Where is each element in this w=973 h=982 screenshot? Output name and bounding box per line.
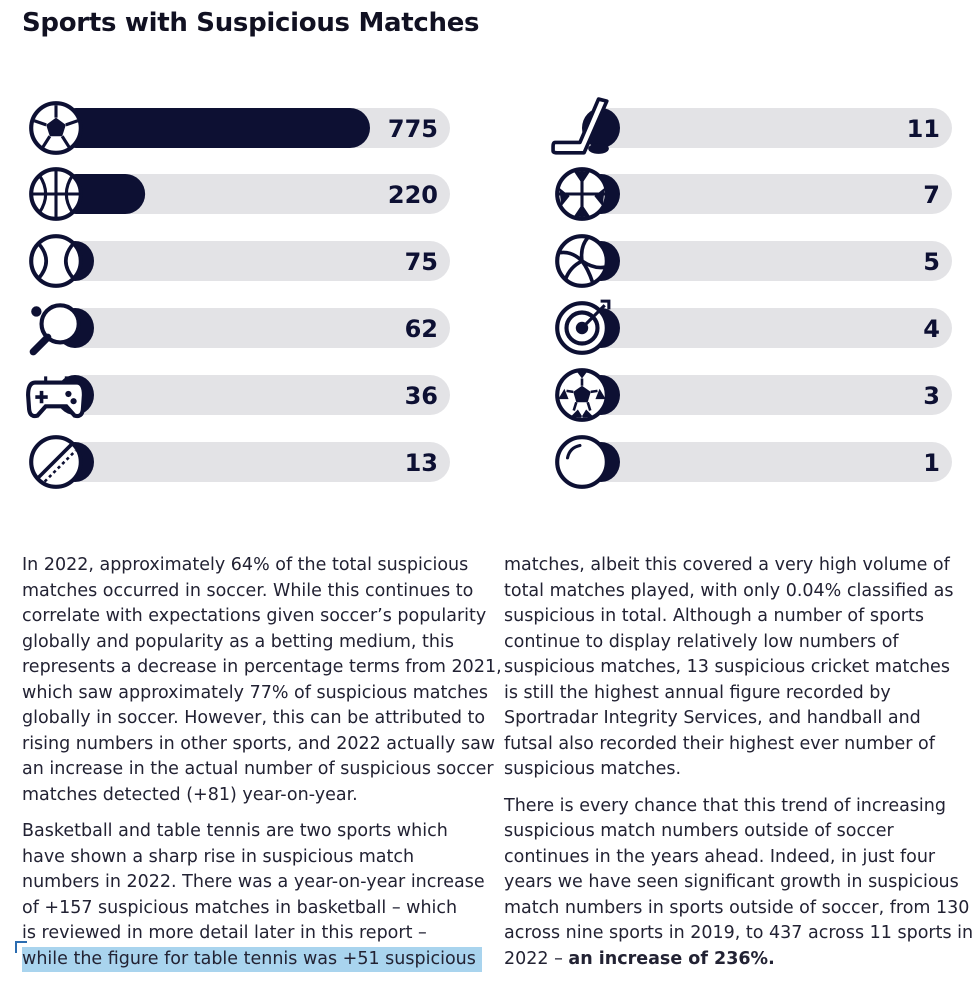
text-line: suspicious matches, 13 suspicious cricke… bbox=[504, 657, 950, 677]
value-label: 4 bbox=[923, 315, 940, 343]
text-line: an increase in the actual number of susp… bbox=[22, 759, 494, 779]
bar-row: 11 bbox=[551, 97, 952, 156]
text-line: continues in the years ahead. Indeed, in… bbox=[504, 846, 936, 867]
text-line: globally in soccer. However, this can be… bbox=[22, 708, 486, 728]
text-line: years we have seen significant growth in… bbox=[504, 872, 959, 892]
text-line: 2022 – an increase of 236%. bbox=[504, 947, 956, 973]
text-line: rising numbers in other sports, and 2022… bbox=[22, 733, 496, 754]
value-label: 62 bbox=[405, 315, 438, 343]
bar-row: 62 bbox=[31, 305, 450, 352]
bar-row: 5 bbox=[557, 236, 952, 286]
text-line: globally and popularity as a betting med… bbox=[22, 631, 454, 652]
text-line: Basketball and table tennis are two spor… bbox=[22, 821, 448, 841]
game-controller-icon bbox=[28, 376, 84, 416]
text-paragraph: matches, albeit this covered a very high… bbox=[504, 553, 956, 783]
value-label: 3 bbox=[923, 382, 940, 410]
bar-row: 13 bbox=[31, 437, 450, 487]
text-line: matches detected (+81) year-on-year. bbox=[22, 784, 358, 805]
bar-row: 220 bbox=[31, 169, 450, 219]
bar-track bbox=[582, 241, 952, 281]
value-label: 75 bbox=[405, 248, 438, 276]
value-label: 775 bbox=[388, 115, 438, 143]
text-line: across nine sports in 2019, to 437 acros… bbox=[504, 923, 973, 943]
text-paragraph: There is every chance that this trend of… bbox=[504, 794, 973, 947]
cricket-ball-icon bbox=[31, 437, 81, 487]
text-line: is reviewed in more detail later in this… bbox=[22, 923, 427, 943]
text-line: match numbers in sports outside of socce… bbox=[504, 897, 970, 918]
value-label: 7 bbox=[923, 181, 940, 209]
text-line: which saw approximately 77% of suspiciou… bbox=[22, 682, 488, 703]
bar-track bbox=[582, 174, 952, 214]
text-line: There is every chance that this trend of… bbox=[504, 795, 946, 816]
text-line-prefix: 2022 – bbox=[504, 948, 569, 969]
bar-track bbox=[56, 442, 450, 482]
bar-track bbox=[582, 308, 952, 348]
bar-row: 3 bbox=[557, 370, 952, 420]
increase-highlight-text: an increase of 236%. bbox=[568, 948, 775, 969]
volleyball-icon bbox=[557, 236, 607, 286]
value-label: 11 bbox=[907, 115, 940, 143]
value-label: 5 bbox=[923, 248, 940, 276]
value-label: 1 bbox=[923, 449, 940, 477]
bar bbox=[56, 108, 370, 148]
text-line: matches occurred in soccer. While this c… bbox=[22, 580, 474, 601]
left-text-column: In 2022, approximately 64% of the total … bbox=[22, 553, 502, 972]
value-label: 13 bbox=[405, 449, 438, 477]
futsal-ball-icon bbox=[557, 370, 607, 420]
text-line: numbers in 2022. There was a year-on-yea… bbox=[22, 872, 485, 892]
text-line: suspicious in total. Although a number o… bbox=[504, 606, 924, 626]
handball-icon bbox=[557, 169, 607, 219]
text-line: have shown a sharp rise in suspicious ma… bbox=[22, 846, 415, 867]
bar-track bbox=[582, 442, 952, 482]
text-line: total matches played, with only 0.04% cl… bbox=[504, 580, 954, 601]
bar-track bbox=[56, 308, 450, 348]
text-line: represents a decrease in percentage term… bbox=[22, 657, 502, 677]
ball-icon bbox=[557, 437, 607, 487]
bar-track bbox=[582, 375, 952, 415]
text-line: correlate with expectations given soccer… bbox=[22, 606, 487, 626]
text-line: Sportradar Integrity Services, and handb… bbox=[504, 708, 921, 728]
bar-row: 1 bbox=[557, 437, 952, 487]
bar-row: 4 bbox=[557, 301, 952, 353]
soccer-ball-icon bbox=[31, 103, 81, 153]
text-paragraph: In 2022, approximately 64% of the total … bbox=[22, 553, 502, 808]
text-line: suspicious match numbers outside of socc… bbox=[504, 821, 894, 841]
page-title: Sports with Suspicious Matches bbox=[22, 8, 480, 38]
bar-track bbox=[56, 241, 450, 281]
bar-row: 36 bbox=[28, 375, 450, 416]
text-line: suspicious matches. bbox=[504, 759, 682, 779]
bar-row: 75 bbox=[31, 236, 450, 286]
tennis-ball-icon bbox=[31, 236, 81, 286]
text-line: In 2022, approximately 64% of the total … bbox=[22, 555, 469, 575]
text-line: of +157 suspicious matches in basketball… bbox=[22, 897, 458, 918]
value-label: 220 bbox=[388, 181, 438, 209]
highlighted-text-line: while the figure for table tennis was +5… bbox=[22, 946, 482, 972]
text-line: matches, albeit this covered a very high… bbox=[504, 555, 950, 575]
text-paragraph: Basketball and table tennis are two spor… bbox=[22, 819, 485, 947]
text-line: is still the highest annual figure recor… bbox=[504, 682, 891, 703]
bar-track bbox=[56, 375, 450, 415]
bar-track bbox=[582, 108, 952, 148]
bar-row: 7 bbox=[557, 169, 952, 219]
text-selection-cursor[interactable] bbox=[15, 941, 27, 953]
text-line: futsal also recorded their highest ever … bbox=[504, 733, 935, 754]
value-label: 36 bbox=[405, 382, 438, 410]
bar-track bbox=[56, 174, 450, 214]
right-text-column: matches, albeit this covered a very high… bbox=[504, 553, 973, 973]
bar-row: 775 bbox=[31, 103, 450, 153]
darts-target-icon bbox=[557, 301, 609, 353]
basketball-icon bbox=[31, 169, 81, 219]
text-line: continue to display relatively low numbe… bbox=[504, 631, 899, 652]
